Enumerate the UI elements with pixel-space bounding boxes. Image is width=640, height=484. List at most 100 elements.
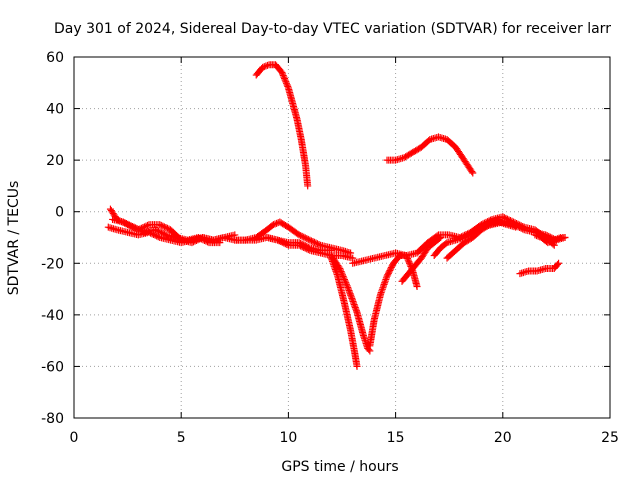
data-point [304,182,312,190]
data-arc [383,133,477,177]
data-point [555,234,563,242]
x-tick-label: 5 [177,430,186,446]
y-tick-label: 20 [46,153,64,169]
data-point [337,266,345,274]
data-point [340,274,348,282]
data-point [342,279,350,287]
data-point [342,280,350,288]
plot-frame [73,56,611,419]
data-point [550,236,558,244]
data-point [464,230,472,238]
data-point [281,76,289,84]
data-point [133,225,141,233]
data-point [514,223,522,231]
data-point [297,232,305,240]
data-point [136,226,144,234]
data-arc [531,231,569,247]
data-point [300,233,308,241]
data-point [307,237,315,245]
data-point [335,263,343,271]
data-point [552,235,560,243]
data-point [312,239,320,247]
data-point [260,63,268,71]
data-point [263,61,271,69]
data-point [278,68,286,76]
data-point [517,224,525,232]
data-point [155,227,163,235]
data-point [304,235,312,243]
data-point [406,259,414,267]
data-point [338,269,346,277]
data-point [511,221,519,229]
data-point [413,282,421,290]
data-arc [252,61,312,190]
data-point [338,271,346,279]
data-arc [263,234,335,254]
data-point [138,227,146,235]
data-point [301,234,309,242]
data-point [129,222,137,230]
data-point [202,237,210,245]
y-tick-label: -60 [41,359,64,375]
data-point [135,225,143,233]
data-arc [398,234,445,285]
data-point [310,238,318,246]
data-points [104,61,569,370]
data-point [300,241,308,249]
data-point [553,235,561,243]
x-tick-label: 15 [387,430,405,446]
data-point [353,362,361,370]
data-point [271,220,279,228]
data-point [153,227,161,235]
data-point [156,221,164,229]
data-point [144,221,152,229]
chart-title: Day 301 of 2024, Sidereal Day-to-day VTE… [54,21,611,37]
data-point [283,81,291,89]
data-point [304,243,312,251]
data-point [513,222,521,230]
data-point [459,232,467,240]
data-point [284,82,292,90]
data-point [461,231,469,239]
data-point [216,239,224,247]
y-tick-labels: 60 40 20 0 -20 -40 -60 -80 [41,50,64,427]
y-tick-label: -80 [41,411,64,427]
data-point [160,223,168,231]
data-point [340,276,348,284]
y-tick-label: 60 [46,50,64,66]
x-tick-label: 25 [601,430,619,446]
y-tick-label: 40 [46,102,64,118]
data-point [555,259,563,267]
x-axis-title: GPS time / hours [281,459,398,475]
data-point [546,233,554,241]
data-arc [327,254,361,370]
data-point [197,235,205,243]
y-tick-label: 0 [55,205,64,221]
data-point [301,242,309,250]
data-point [545,232,553,240]
data-point [279,70,287,78]
data-point [124,220,132,228]
data-point [159,229,167,237]
data-point [341,277,349,285]
data-point [309,238,317,246]
data-point [297,239,305,247]
data-point [339,272,347,280]
data-point [435,235,443,243]
data-point [561,234,569,241]
data-point [200,236,208,244]
grid-lines [74,57,610,418]
data-point [158,229,166,237]
data-point [303,235,311,243]
data-point [519,225,527,233]
data-point [161,230,169,238]
data-point [282,78,290,86]
data-point [365,346,373,354]
data-point [159,222,167,230]
data-point [122,220,130,228]
data-point [553,261,561,269]
data-point [510,221,518,229]
data-point [298,232,306,240]
